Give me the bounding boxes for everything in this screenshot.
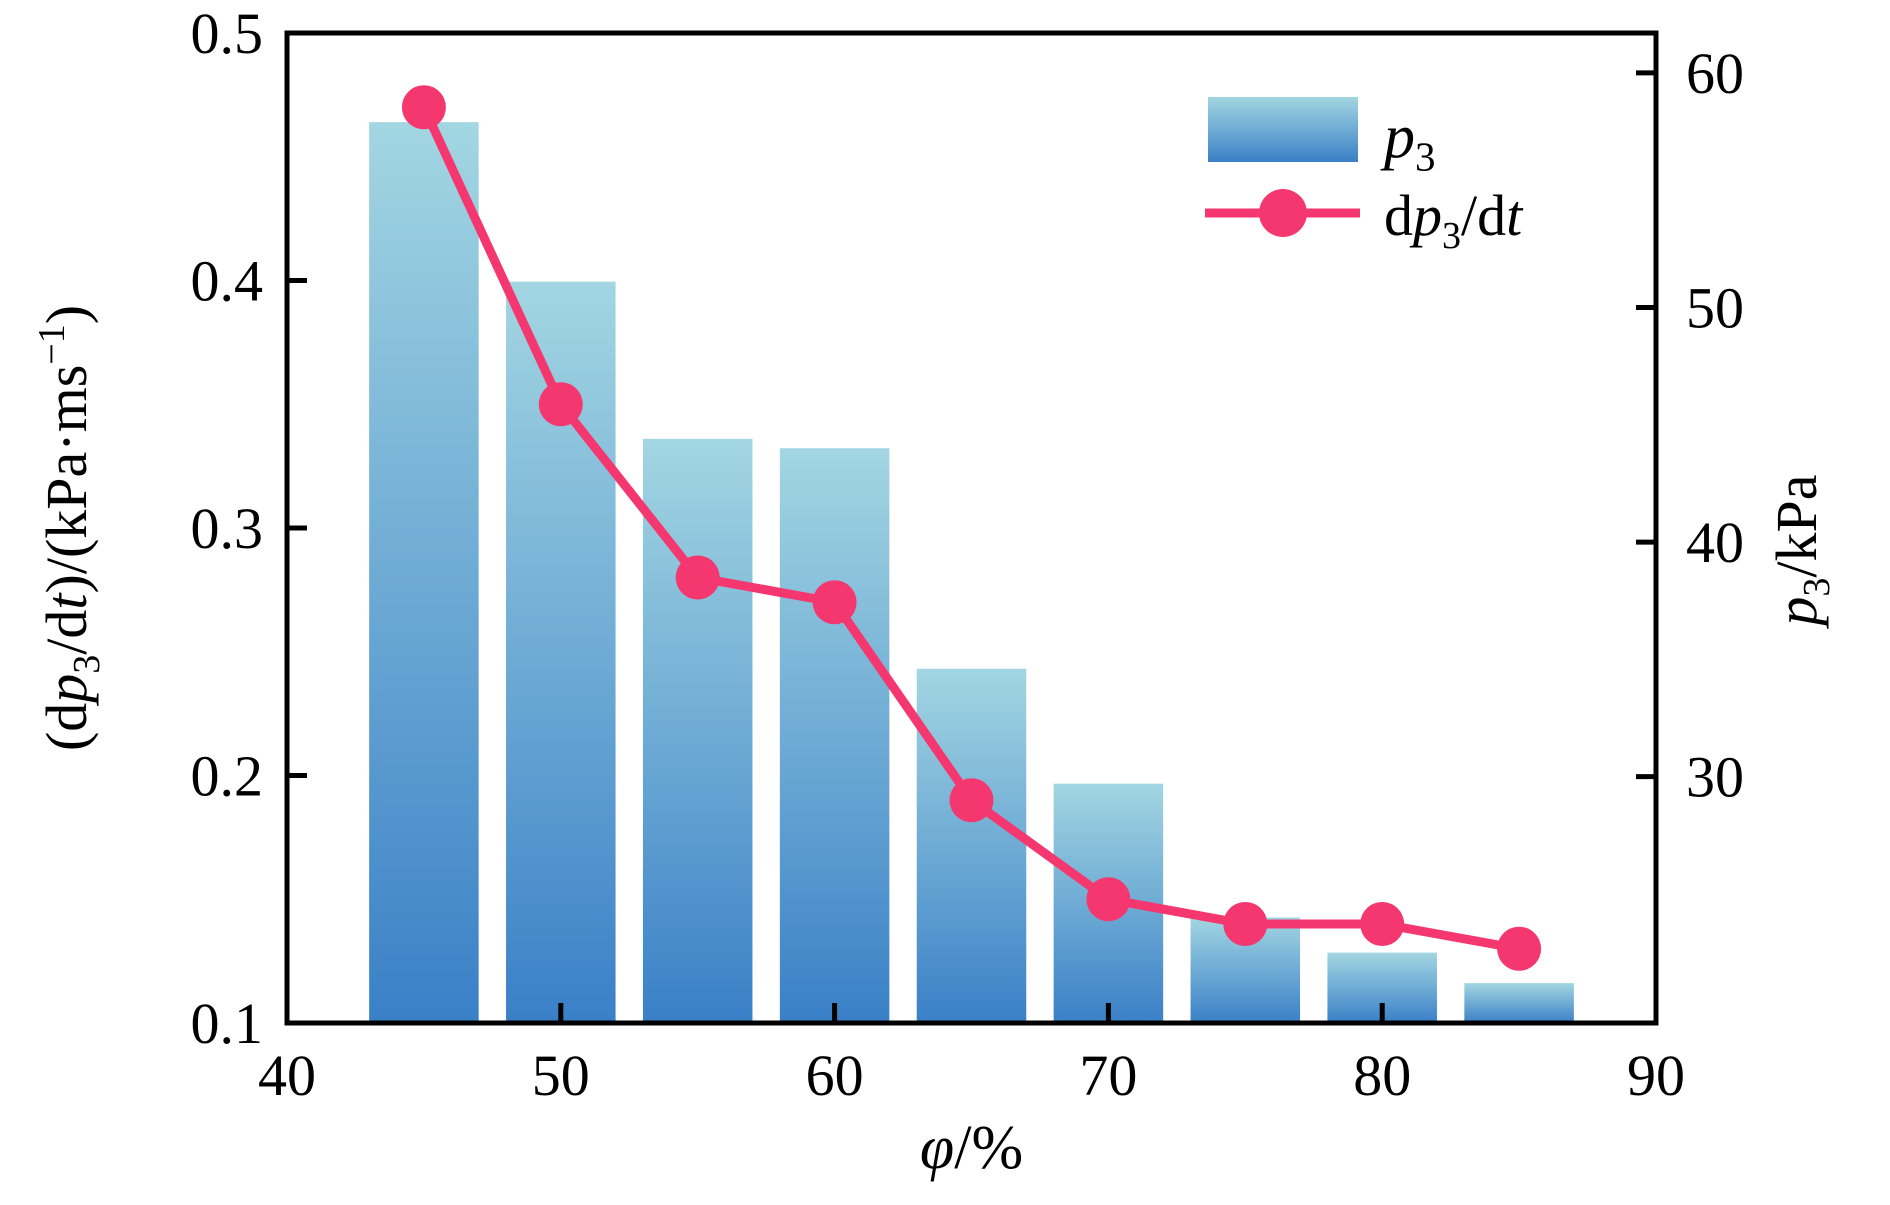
right-tick-label-50: 50 [1686,275,1744,340]
bar-phi-65 [916,668,1027,1023]
left-tick-label-0.5: 0.5 [191,1,264,66]
legend-line-marker [1259,189,1307,237]
marker-phi-80 [1360,902,1405,946]
legend-bar-label: p3 [1380,103,1436,180]
right-tick-label-30: 30 [1686,745,1744,810]
right-tick-label-40: 40 [1686,510,1744,575]
bar-phi-45 [369,122,479,1024]
x-tick-label-50: 50 [532,1043,590,1108]
right-axis-title: p3/kPa [1764,474,1838,629]
marker-phi-70 [1086,877,1131,922]
x-tick-label-40: 40 [258,1043,316,1108]
left-tick-label-0.4: 0.4 [191,249,264,314]
right-tick-label-60: 60 [1686,41,1744,106]
marker-phi-55 [675,555,720,600]
left-axis-title: (dp3/dt)/(kPa·ms−1) [31,305,108,751]
bars-group [369,122,1574,1024]
marker-phi-65 [949,778,994,823]
x-axis-title: φ/% [920,1114,1023,1182]
bar-phi-85 [1464,983,1574,1023]
left-tick-label-0.3: 0.3 [191,496,264,561]
legend-bar-swatch [1208,97,1358,162]
left-tick-label-0.1: 0.1 [191,991,264,1056]
marker-phi-60 [812,580,857,625]
x-tick-label-80: 80 [1353,1043,1411,1108]
x-tick-label-90: 90 [1627,1043,1685,1108]
marker-phi-45 [401,85,446,130]
bar-phi-60 [779,448,890,1024]
line-series [401,85,1542,971]
x-tick-label-70: 70 [1079,1043,1137,1108]
left-tick-label-0.2: 0.2 [191,744,264,809]
marker-phi-75 [1223,902,1268,946]
axes [284,30,1659,1026]
legend-line-label: dp3/dt [1384,183,1524,257]
marker-phi-50 [538,382,583,427]
x-tick-label-60: 60 [806,1043,864,1108]
tick-labels: 40 50 60 70 80 90 0.1 0.2 0.3 0.4 0.5 30 40 50 60 [191,1,1745,1108]
marker-phi-85 [1497,926,1542,971]
